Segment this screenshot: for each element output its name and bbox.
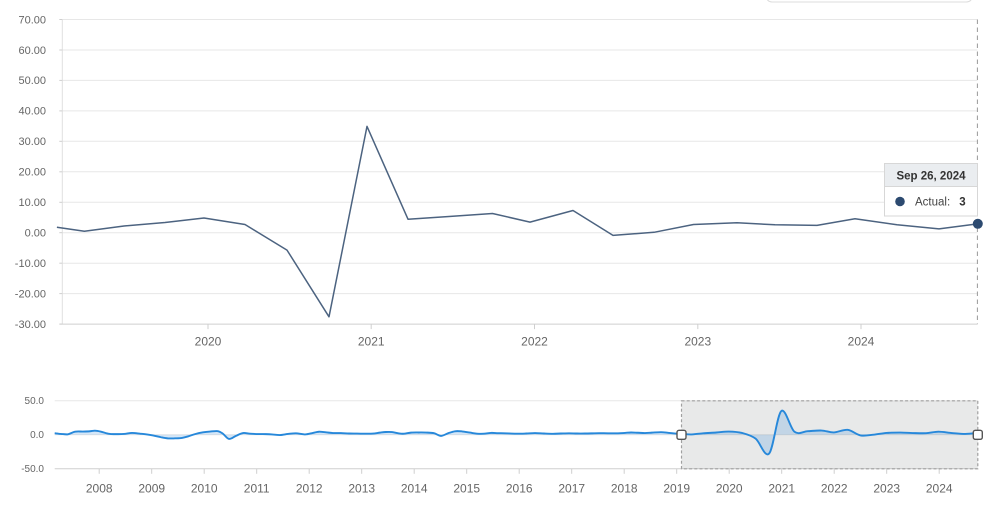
svg-text:2008: 2008: [86, 482, 113, 496]
svg-text:-30.00: -30.00: [15, 319, 46, 331]
svg-text:2024: 2024: [848, 335, 875, 349]
svg-text:70.00: 70.00: [18, 14, 46, 26]
svg-text:30.00: 30.00: [18, 136, 46, 148]
svg-text:2012: 2012: [296, 482, 323, 496]
svg-text:2021: 2021: [358, 335, 385, 349]
svg-text:-10.00: -10.00: [15, 258, 46, 270]
svg-text:2015: 2015: [453, 482, 480, 496]
svg-text:2022: 2022: [521, 335, 548, 349]
svg-text:2013: 2013: [348, 482, 375, 496]
svg-text:40.00: 40.00: [18, 106, 46, 118]
svg-text:2024: 2024: [926, 482, 953, 496]
svg-text:2020: 2020: [195, 335, 222, 349]
svg-text:2016: 2016: [506, 482, 533, 496]
svg-text:50.00: 50.00: [18, 75, 46, 87]
svg-text:20.00: 20.00: [18, 167, 46, 179]
svg-text:2020: 2020: [716, 482, 743, 496]
svg-text:0.00: 0.00: [25, 228, 46, 240]
svg-text:-20.00: -20.00: [15, 288, 46, 300]
svg-text:10.00: 10.00: [18, 197, 46, 209]
svg-text:Sep 26, 2024: Sep 26, 2024: [896, 171, 966, 183]
svg-text:2010: 2010: [191, 482, 218, 496]
svg-text:2017: 2017: [558, 482, 585, 496]
svg-text:3: 3: [959, 197, 965, 209]
svg-text:Actual:: Actual:: [915, 197, 950, 209]
svg-text:2023: 2023: [873, 482, 900, 496]
svg-text:2018: 2018: [611, 482, 638, 496]
svg-text:2009: 2009: [138, 482, 165, 496]
svg-text:2014: 2014: [401, 482, 428, 496]
svg-text:50.0: 50.0: [25, 396, 45, 407]
svg-text:60.00: 60.00: [18, 45, 46, 57]
svg-text:2021: 2021: [768, 482, 795, 496]
svg-text:2022: 2022: [821, 482, 848, 496]
svg-text:-50.0: -50.0: [21, 464, 44, 475]
svg-text:2023: 2023: [684, 335, 711, 349]
svg-text:2019: 2019: [663, 482, 690, 496]
svg-text:2011: 2011: [244, 482, 270, 496]
svg-text:0.0: 0.0: [30, 430, 44, 441]
